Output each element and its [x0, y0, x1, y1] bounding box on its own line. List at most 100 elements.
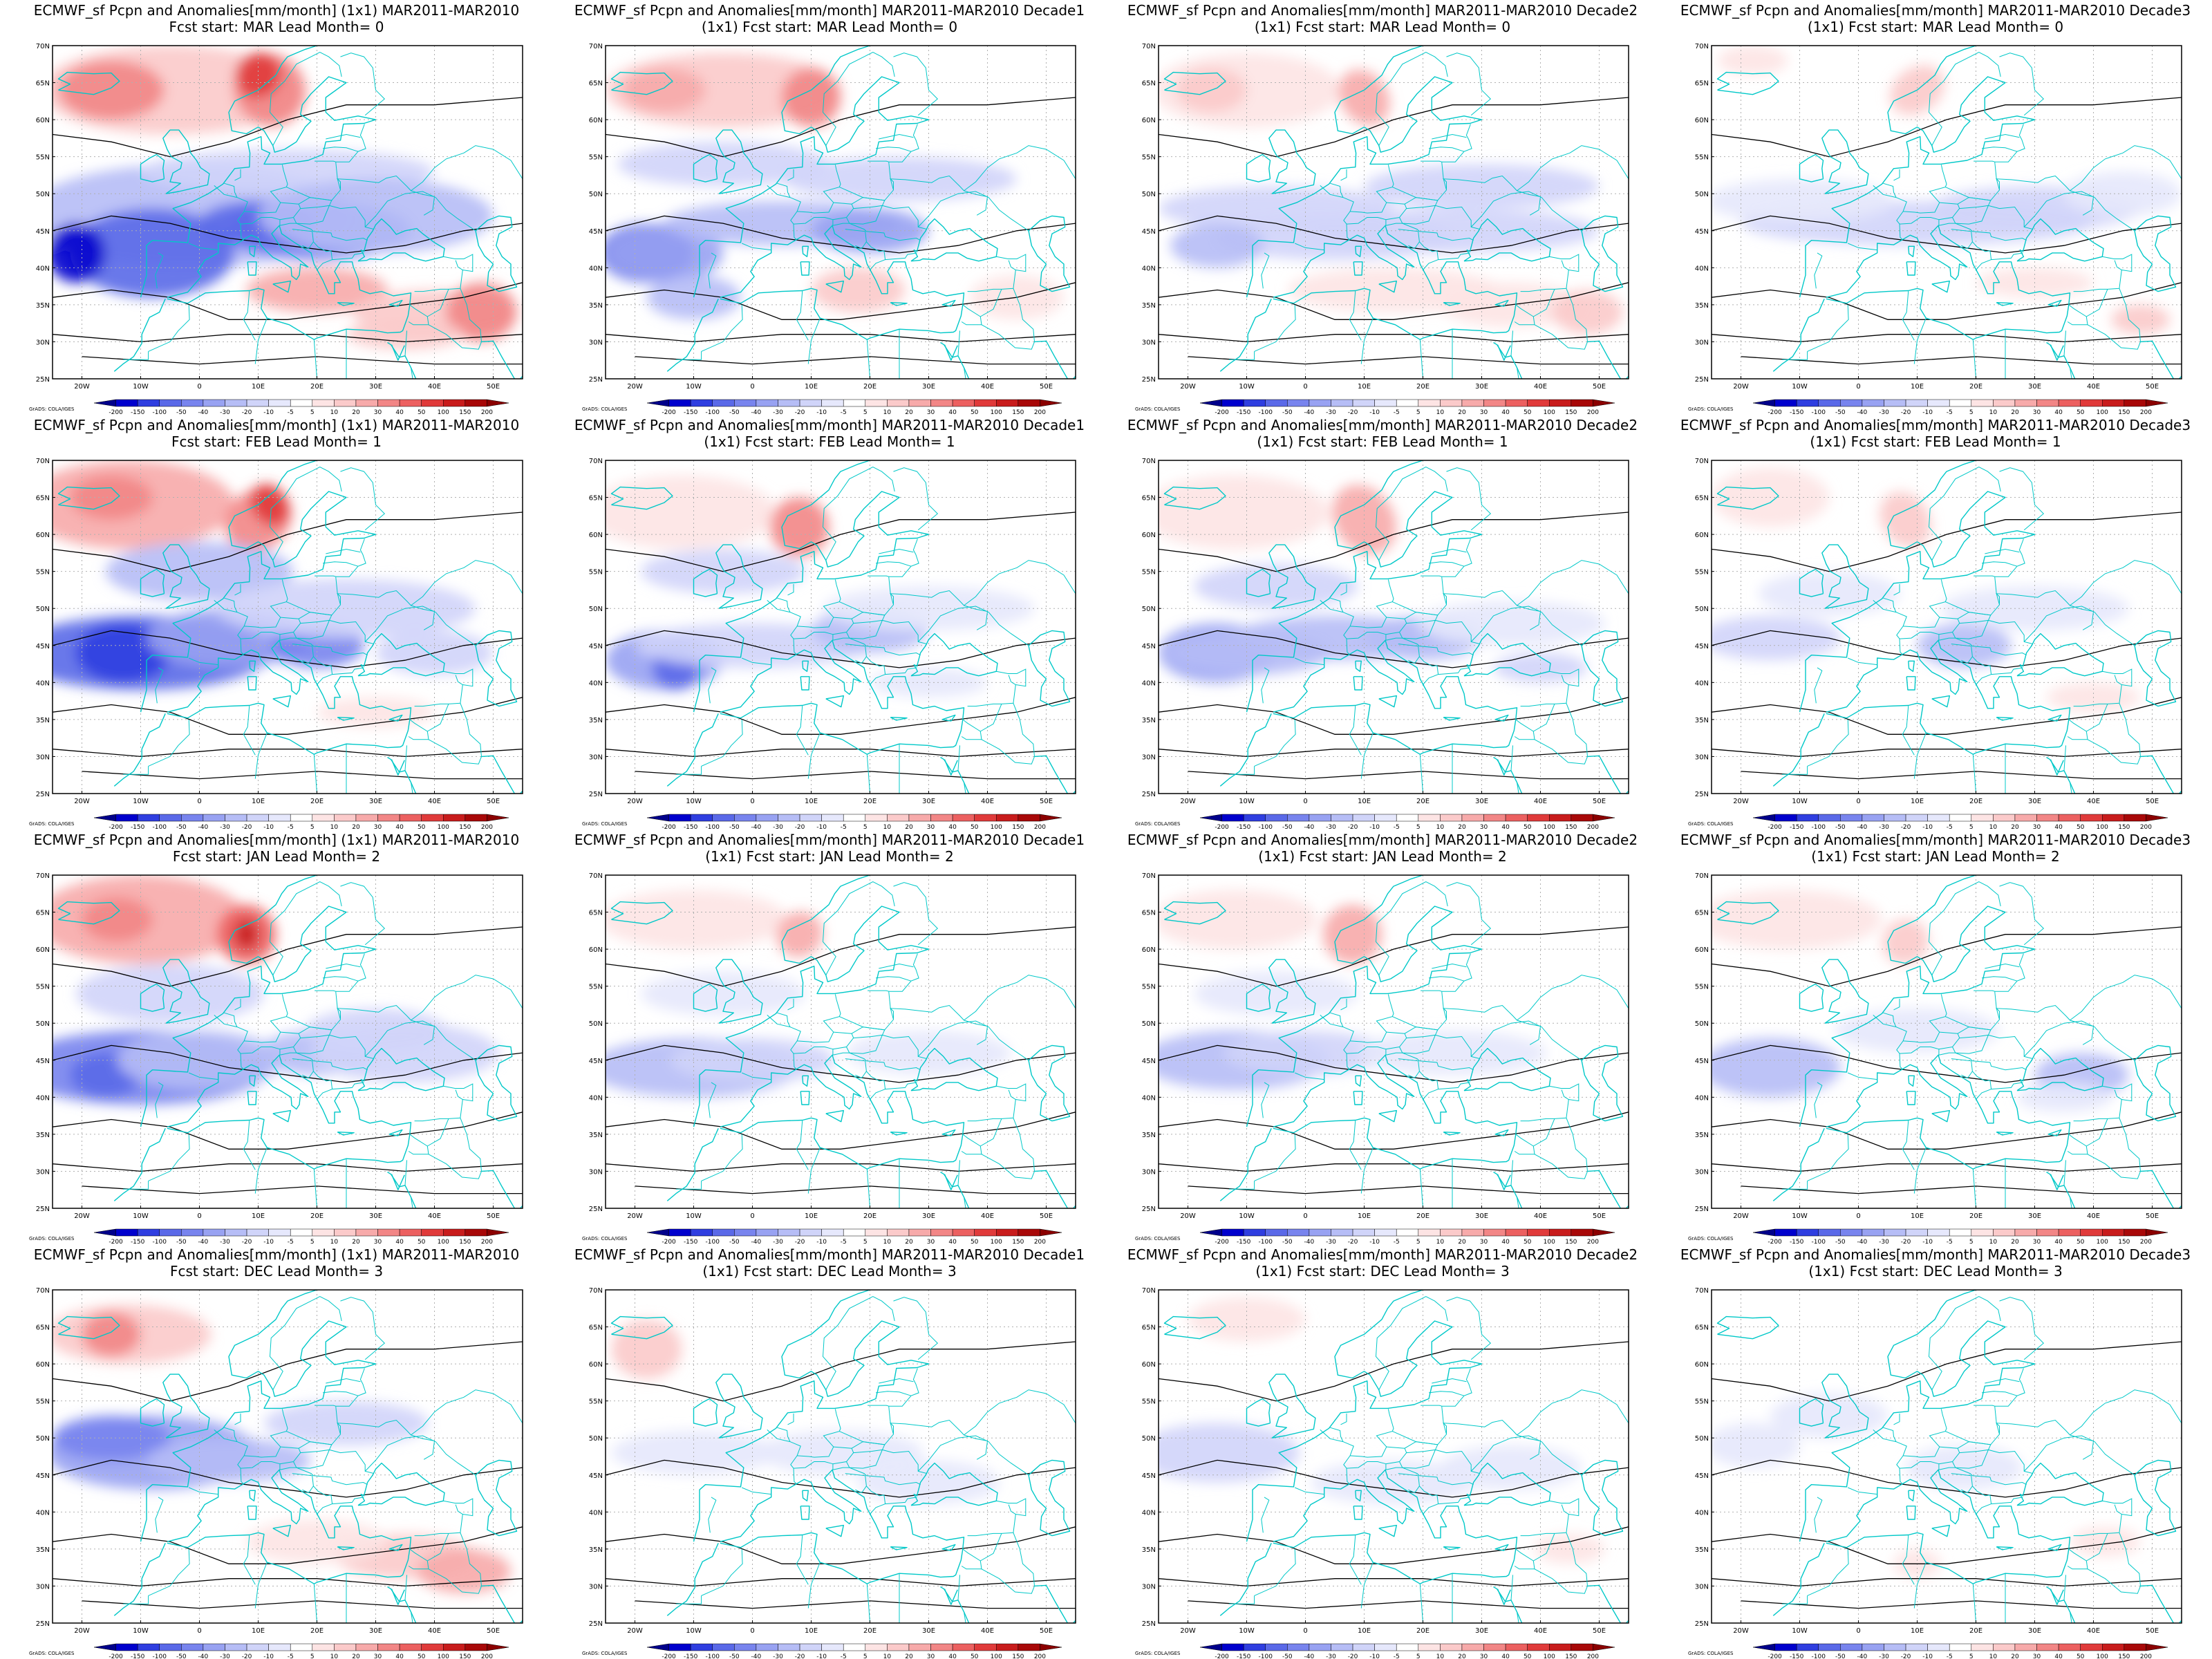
lon-tick-label: 30E	[1475, 798, 1488, 805]
lat-tick-label: 45N	[1695, 1058, 1709, 1065]
colorbar-swatch	[713, 1229, 735, 1236]
lat-tick-label: 65N	[36, 910, 50, 917]
lon-tick-label: 10W	[1239, 798, 1255, 805]
lat-tick-label: 70N	[1142, 872, 1156, 880]
colorbar-label: 200	[1587, 1239, 1599, 1244]
colorbar-swatch	[269, 814, 291, 821]
lat-tick-label: 30N	[1142, 339, 1156, 346]
colorbar-label: 50	[1524, 1239, 1532, 1244]
anomaly-area	[1700, 616, 1841, 660]
colorbar-label: 50	[418, 409, 426, 415]
lon-tick-label: 40E	[2087, 1627, 2100, 1635]
colorbar-swatch	[822, 400, 844, 406]
colorbar-label: 5	[863, 409, 868, 415]
colorbar-label: -100	[1259, 1653, 1273, 1659]
colorbar-swatch	[1018, 814, 1040, 821]
colorbar-swatch	[1040, 814, 1062, 821]
colorbar-label: -5	[1947, 1653, 1953, 1659]
colorbar-label: 5	[1416, 824, 1421, 830]
lat-tick-label: 50N	[1695, 606, 1709, 613]
lat-tick-label: 30N	[36, 339, 50, 346]
colorbar-label: 50	[418, 1239, 426, 1244]
colorbar-label: -150	[131, 824, 145, 830]
colorbar-swatch	[181, 814, 203, 821]
colorbar-label: 30	[927, 1239, 935, 1244]
colorbar-label: -150	[684, 409, 698, 415]
colorbar-swatch	[2081, 814, 2103, 821]
colorbar-swatch	[1993, 1644, 2015, 1651]
lat-tick-label: 50N	[1695, 191, 1709, 198]
colorbar-swatch	[94, 814, 116, 821]
lat-tick-label: 25N	[36, 376, 50, 384]
colorbar-label: -20	[242, 1239, 252, 1244]
colorbar-swatch	[1309, 400, 1331, 406]
colorbar-swatch	[290, 1644, 312, 1651]
lon-tick-label: 50E	[1593, 1627, 1606, 1635]
lon-tick-label: 10W	[133, 1212, 149, 1220]
lon-tick-label: 20E	[863, 383, 877, 391]
anomaly-area	[235, 919, 259, 949]
lat-tick-label: 50N	[589, 191, 603, 198]
colorbar-label: 100	[2097, 824, 2108, 830]
colorbar-swatch	[269, 1644, 291, 1651]
colorbar-label: 30	[374, 1239, 382, 1244]
lat-tick-label: 55N	[36, 984, 50, 991]
anomaly-map: 25N30N35N40N45N50N55N60N65N70N20W 10W 0 10E…	[1687, 453, 2184, 830]
colorbar-swatch	[2146, 1229, 2168, 1236]
colorbar-label: -10	[263, 824, 274, 830]
lat-tick-label: 35N	[1695, 302, 1709, 310]
colorbar-swatch	[1949, 1644, 1971, 1651]
colorbar-label: -200	[1215, 824, 1229, 830]
lon-tick-label: 20E	[1416, 798, 1430, 805]
colorbar-label: -10	[263, 409, 274, 415]
colorbar-label: -50	[176, 1653, 187, 1659]
lon-tick-label: 20W	[1733, 798, 1749, 805]
colorbar-label: -10	[1369, 409, 1380, 415]
colorbar-label: -150	[684, 1239, 698, 1244]
lat-tick-label: 70N	[1695, 43, 1709, 50]
colorbar-swatch	[160, 814, 182, 821]
colorbar-swatch	[1440, 814, 1462, 821]
colorbar-swatch	[734, 400, 756, 406]
colorbar-swatch	[2015, 1644, 2037, 1651]
colorbar-label: 5	[1416, 1239, 1421, 1244]
panel-subtitle: Fcst start: DEC Lead Month= 3	[0, 1264, 553, 1279]
lon-tick-label: 10W	[686, 798, 702, 805]
colorbar-label: -20	[795, 409, 805, 415]
colorbar-swatch	[1928, 1644, 1950, 1651]
colorbar-swatch	[1993, 1229, 2015, 1236]
lat-tick-label: 60N	[36, 532, 50, 539]
colorbar-label: 10	[330, 824, 339, 830]
colorbar-label: 150	[1012, 1239, 1024, 1244]
grads-credit: GrADS: COLA/IGES	[1135, 821, 1181, 827]
lat-tick-label: 70N	[589, 458, 603, 465]
colorbar-label: 5	[1969, 409, 1974, 415]
lat-tick-label: 70N	[589, 1287, 603, 1295]
colorbar-swatch	[1819, 814, 1841, 821]
colorbar-swatch	[1396, 1229, 1418, 1236]
colorbar-swatch	[116, 400, 138, 406]
colorbar-swatch	[203, 1229, 225, 1236]
colorbar-swatch	[1200, 400, 1222, 406]
colorbar-label: -5	[841, 1239, 847, 1244]
colorbar-label: -50	[1835, 1653, 1846, 1659]
colorbar-swatch	[669, 400, 691, 406]
lat-tick-label: 25N	[1142, 791, 1156, 798]
colorbar-label: -5	[1947, 1239, 1953, 1244]
panel-subtitle: (1x1) Fcst start: FEB Lead Month= 1	[553, 434, 1106, 449]
lat-tick-label: 45N	[1142, 228, 1156, 236]
colorbar-label: -10	[1922, 1653, 1933, 1659]
lat-tick-label: 40N	[1695, 679, 1709, 687]
colorbar-label: -40	[751, 409, 762, 415]
lon-tick-label: 0	[1303, 798, 1307, 805]
panel-subtitle: (1x1) Fcst start: JAN Lead Month= 2	[1659, 849, 2212, 864]
lat-tick-label: 60N	[1695, 532, 1709, 539]
map-panel: ECMWF_sf Pcpn and Anomalies[mm/month] (1…	[0, 830, 553, 1244]
colorbar-swatch	[422, 400, 444, 406]
lon-tick-label: 50E	[2146, 1212, 2159, 1220]
lon-tick-label: 10E	[1358, 1627, 1371, 1635]
colorbar-swatch	[1200, 1229, 1222, 1236]
colorbar-swatch	[247, 1644, 269, 1651]
colorbar-swatch	[2146, 1644, 2168, 1651]
colorbar-swatch	[1462, 814, 1484, 821]
